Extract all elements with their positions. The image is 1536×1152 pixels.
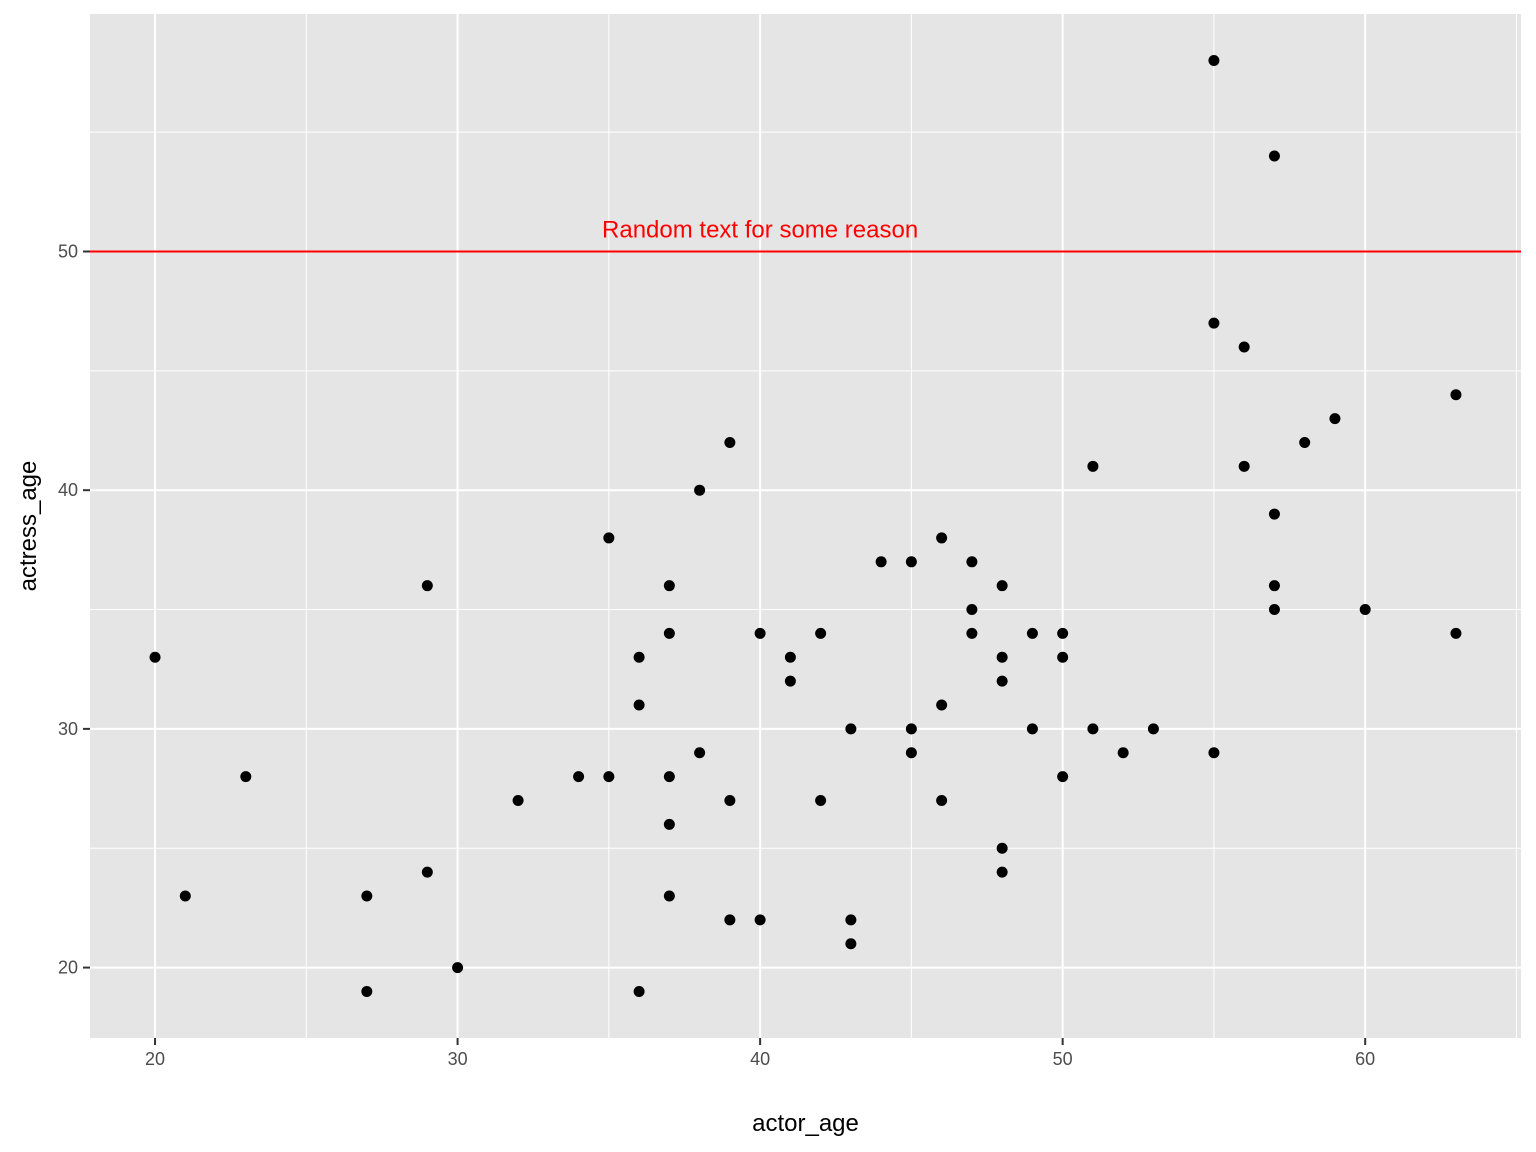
- plot-panel: [90, 14, 1521, 1038]
- data-point: [512, 794, 524, 806]
- data-point: [724, 794, 736, 806]
- data-point: [1057, 627, 1069, 639]
- data-point: [573, 771, 585, 783]
- data-point: [784, 651, 796, 663]
- data-point: [1268, 580, 1280, 592]
- data-point: [905, 556, 917, 568]
- data-point: [905, 747, 917, 759]
- data-point: [663, 771, 675, 783]
- data-point: [996, 675, 1008, 687]
- data-point: [936, 532, 948, 544]
- x-axis-ticks: 20 30 40 50 60: [145, 1038, 1375, 1069]
- data-point: [1268, 508, 1280, 520]
- data-point: [754, 914, 766, 926]
- data-point: [1329, 413, 1341, 425]
- data-point: [996, 866, 1008, 878]
- data-point: [1268, 604, 1280, 616]
- y-tick-label: 30: [58, 719, 78, 739]
- data-point: [1208, 317, 1220, 329]
- data-point: [1147, 723, 1159, 735]
- data-point: [663, 580, 675, 592]
- data-point: [845, 723, 857, 735]
- data-point: [815, 794, 827, 806]
- annotation-layer: Random text for some reason: [602, 217, 918, 244]
- data-point: [936, 699, 948, 711]
- y-axis-title: actress_age: [15, 461, 42, 592]
- y-axis-ticks: 20 30 40 50: [58, 242, 90, 978]
- data-point: [421, 580, 433, 592]
- x-tick-label: 50: [1053, 1049, 1073, 1069]
- data-point: [633, 985, 645, 997]
- data-point: [1208, 55, 1220, 67]
- data-point: [1057, 771, 1069, 783]
- data-point: [1299, 436, 1311, 448]
- data-point: [603, 771, 615, 783]
- data-point: [663, 818, 675, 830]
- x-tick-label: 40: [750, 1049, 770, 1069]
- data-point: [149, 651, 161, 663]
- y-tick-label: 50: [58, 242, 78, 262]
- data-point: [996, 580, 1008, 592]
- x-axis-title: actor_age: [752, 1110, 859, 1137]
- data-point: [996, 842, 1008, 854]
- data-point: [603, 532, 615, 544]
- data-point: [845, 938, 857, 950]
- data-point: [1026, 627, 1038, 639]
- x-tick-label: 20: [145, 1049, 165, 1069]
- data-point: [966, 556, 978, 568]
- data-point: [875, 556, 887, 568]
- annotation-text: Random text for some reason: [602, 217, 918, 244]
- data-point: [421, 866, 433, 878]
- data-point: [754, 627, 766, 639]
- data-point: [663, 890, 675, 902]
- data-point: [694, 484, 706, 496]
- data-point: [1117, 747, 1129, 759]
- data-point: [179, 890, 191, 902]
- data-point: [905, 723, 917, 735]
- data-point: [1208, 747, 1220, 759]
- data-point: [996, 651, 1008, 663]
- data-point: [240, 771, 252, 783]
- data-point: [724, 914, 736, 926]
- data-point: [815, 627, 827, 639]
- y-tick-label: 20: [58, 958, 78, 978]
- data-point: [1268, 150, 1280, 162]
- data-point: [1238, 460, 1250, 472]
- data-point: [1087, 723, 1099, 735]
- data-point: [633, 699, 645, 711]
- data-point: [663, 627, 675, 639]
- x-tick-label: 30: [448, 1049, 468, 1069]
- data-point: [966, 627, 978, 639]
- data-point: [452, 962, 464, 974]
- data-point: [966, 604, 978, 616]
- data-point: [936, 794, 948, 806]
- points-layer: [149, 55, 1462, 997]
- data-point: [724, 436, 736, 448]
- data-point: [633, 651, 645, 663]
- data-point: [1450, 389, 1462, 401]
- data-point: [784, 675, 796, 687]
- data-point: [1026, 723, 1038, 735]
- data-point: [1238, 341, 1250, 353]
- data-point: [361, 985, 373, 997]
- data-point: [1359, 604, 1371, 616]
- y-tick-label: 40: [58, 480, 78, 500]
- data-point: [845, 914, 857, 926]
- minor-gridlines: [90, 14, 1521, 1038]
- data-point: [1057, 651, 1069, 663]
- data-point: [694, 747, 706, 759]
- data-point: [1087, 460, 1099, 472]
- data-point: [361, 890, 373, 902]
- data-point: [1450, 627, 1462, 639]
- x-tick-label: 60: [1355, 1049, 1375, 1069]
